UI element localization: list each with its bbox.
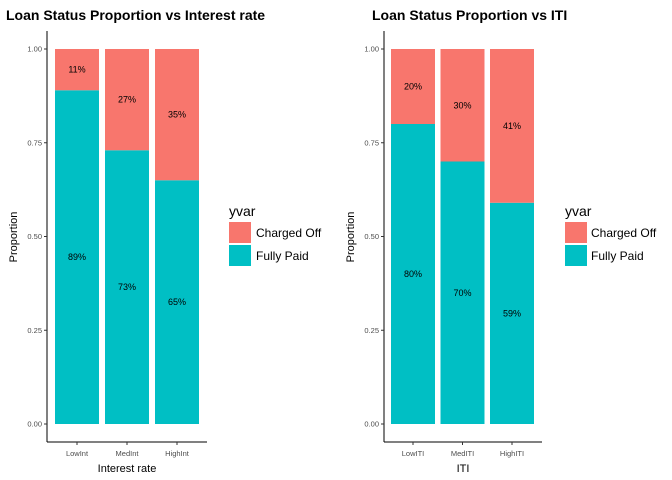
bar-charged-off: [440, 49, 485, 162]
legend-item-charged-off: Charged Off: [229, 222, 322, 243]
bar-label-fully-paid: 59%: [503, 308, 521, 318]
bar-charged-off: [155, 49, 199, 181]
bar-label-charged-off: 35%: [168, 110, 186, 120]
bar-label-fully-paid: 80%: [404, 269, 422, 279]
bar-fully-paid: [440, 161, 485, 424]
y-tick-label: 0.75: [27, 138, 42, 147]
bar-label-fully-paid: 73%: [118, 282, 136, 292]
y-tick-label: 0.50: [364, 232, 379, 241]
x-tick-label: HighInt: [165, 449, 190, 458]
legend-title: yvar: [565, 203, 592, 219]
x-tick-label: MedInt: [116, 449, 140, 458]
bar-fully-paid: [490, 202, 534, 424]
legend-swatch-charged-off: [565, 222, 587, 243]
x-tick-label: HighITI: [500, 449, 524, 458]
y-tick-label: 0.75: [364, 138, 379, 147]
legend-label-charged-off: Charged Off: [256, 226, 322, 240]
bar-label-fully-paid: 70%: [453, 288, 471, 298]
y-tick-label: 0.25: [27, 326, 42, 335]
y-tick-label: 0.25: [364, 326, 379, 335]
bar-charged-off: [490, 49, 534, 203]
legend-label-fully-paid: Fully Paid: [591, 249, 644, 263]
legend-swatch-fully-paid: [229, 245, 251, 266]
bar-label-fully-paid: 89%: [68, 252, 86, 262]
bar-fully-paid: [105, 150, 149, 424]
x-tick-label: LowITI: [402, 449, 425, 458]
legend-swatch-fully-paid: [565, 245, 587, 266]
bar-label-charged-off: 30%: [453, 100, 471, 110]
bar-fully-paid: [155, 180, 199, 424]
bar-fully-paid: [55, 90, 99, 424]
y-tick-label: 1.00: [364, 45, 379, 54]
x-tick-label: MedITI: [451, 449, 474, 458]
legend-item-charged-off: Charged Off: [565, 222, 657, 243]
bar-label-charged-off: 20%: [404, 82, 422, 92]
legend-title: yvar: [229, 203, 256, 219]
y-tick-label: 0.00: [27, 420, 42, 429]
bar-fully-paid: [391, 124, 435, 424]
chart-panel-iti: Loan Status Proportion vs ITI Proportion…: [345, 7, 657, 475]
legend-label-charged-off: Charged Off: [591, 226, 657, 240]
bar-label-charged-off: 41%: [503, 121, 521, 131]
bar-label-fully-paid: 65%: [168, 297, 186, 307]
bar-charged-off: [55, 49, 99, 91]
legend-item-fully-paid: Fully Paid: [229, 245, 309, 266]
chart-title: Loan Status Proportion vs Interest rate: [6, 7, 265, 23]
legend-item-fully-paid: Fully Paid: [565, 245, 644, 266]
legend-label-fully-paid: Fully Paid: [256, 249, 309, 263]
bar-charged-off: [391, 49, 435, 124]
bar-label-charged-off: 27%: [118, 95, 136, 105]
y-axis-title: Proportion: [345, 212, 357, 263]
x-tick-label: LowInt: [66, 449, 89, 458]
y-axis-title: Proportion: [8, 212, 20, 263]
chart-panel-interest-rate: Loan Status Proportion vs Interest rate …: [6, 7, 322, 475]
legend-swatch-charged-off: [229, 222, 251, 243]
y-tick-label: 1.00: [27, 45, 42, 54]
bar-label-charged-off: 11%: [68, 65, 85, 75]
x-axis-title: ITI: [457, 463, 470, 475]
y-tick-label: 0.50: [27, 232, 42, 241]
x-axis-title: Interest rate: [98, 463, 157, 475]
y-tick-label: 0.00: [364, 420, 379, 429]
bar-charged-off: [105, 49, 149, 151]
chart-title: Loan Status Proportion vs ITI: [372, 7, 567, 23]
